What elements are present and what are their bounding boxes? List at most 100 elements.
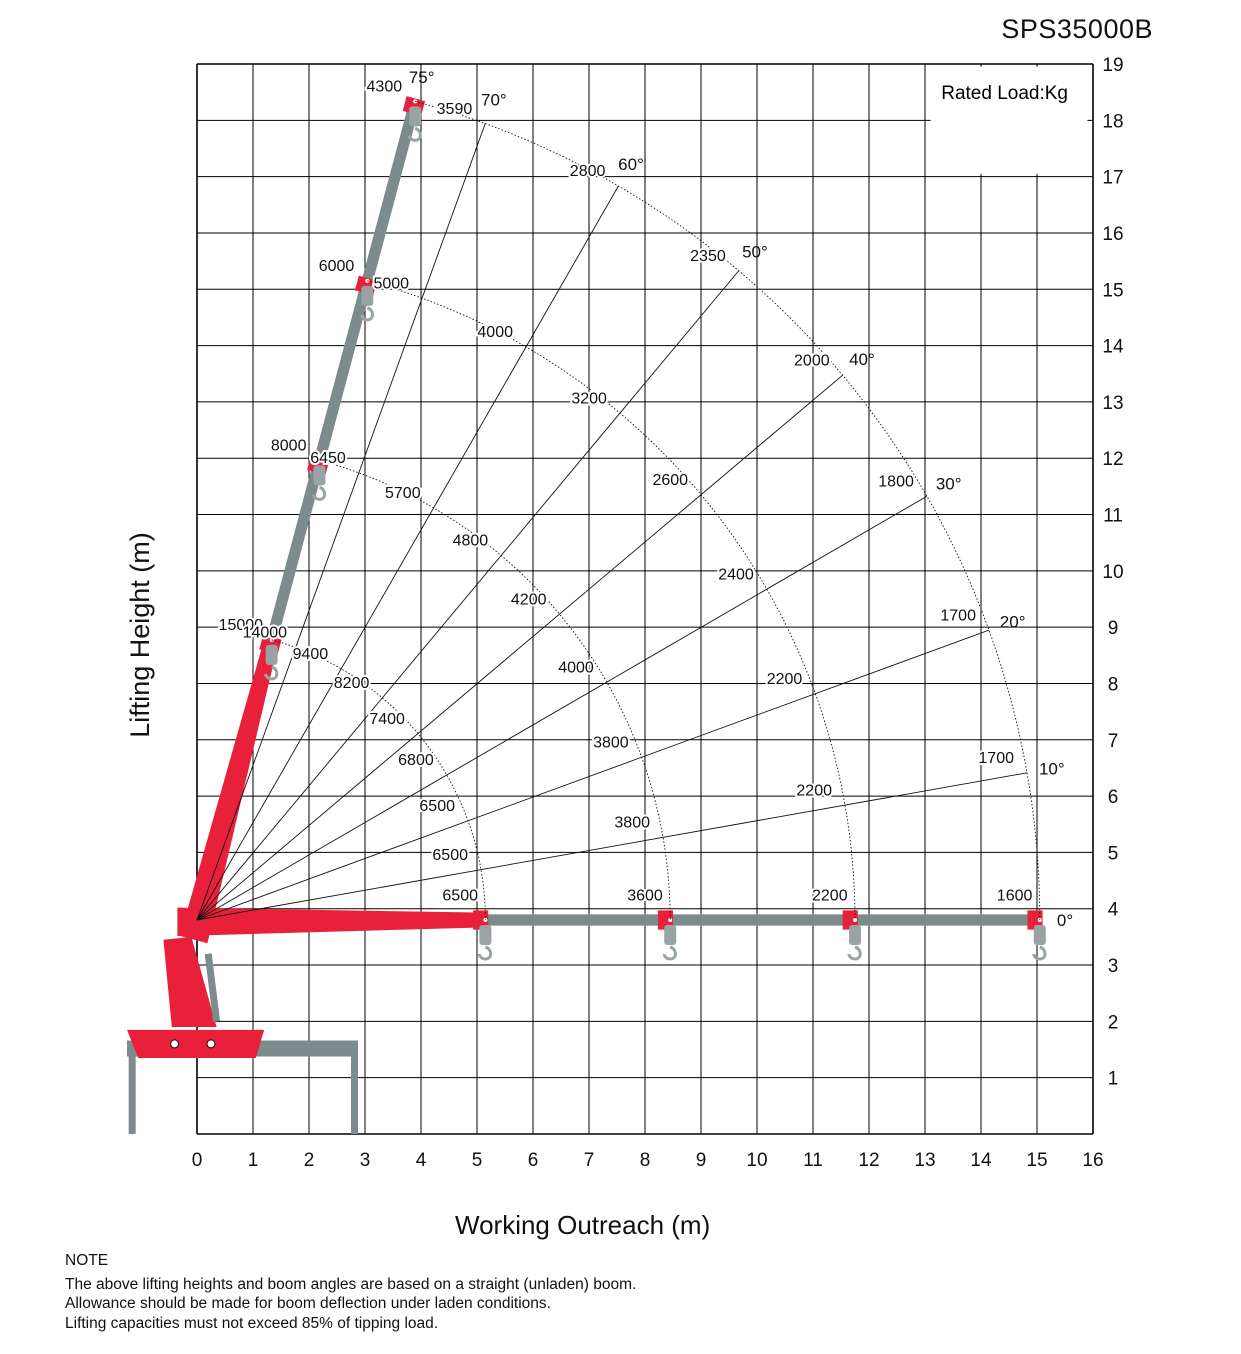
angle-label: 50°: [742, 242, 768, 261]
hook-icon: [407, 126, 422, 142]
x-tick-label: 1: [248, 1150, 259, 1171]
capacity-label: 2200: [767, 671, 803, 688]
x-tick-label: 15: [1026, 1150, 1047, 1171]
y-tick-label: 5: [1108, 843, 1119, 864]
y-tick-label: 15: [1102, 280, 1123, 301]
boom-head-3: [842, 910, 858, 930]
capacity-label: 6800: [398, 752, 434, 769]
capacity-label: 6500: [442, 888, 478, 905]
y-tick-label: 2: [1108, 1012, 1119, 1033]
boom-head-1: [473, 910, 489, 930]
y-tick-label: 4: [1108, 900, 1119, 921]
note-block: NOTE The above lifting heights and boom …: [65, 1251, 636, 1333]
y-axis-label: Lifting Height (m): [125, 532, 155, 738]
base-pin: [170, 1039, 180, 1049]
capacity-label: 2200: [796, 782, 832, 799]
y-tick-label: 14: [1102, 337, 1124, 358]
hook-icon: [477, 945, 493, 961]
capacity-label: 5000: [373, 275, 409, 292]
hook-block: [849, 925, 861, 945]
hook-icon: [264, 665, 279, 681]
x-tick-label: 4: [416, 1150, 427, 1171]
capacity-label: 3590: [437, 101, 473, 118]
hook-block: [409, 106, 422, 127]
y-tick-label: 9: [1108, 618, 1119, 639]
x-tick-label: 3: [360, 1150, 371, 1171]
capacity-label: 6000: [319, 258, 355, 275]
boom-radius-arc: [319, 459, 671, 921]
sheave-pin: [853, 918, 857, 922]
capacity-label: 15000: [219, 617, 264, 634]
hook-block: [664, 925, 677, 945]
capacity-label: 2800: [570, 163, 606, 180]
x-tick-label: 12: [858, 1150, 879, 1171]
angle-label: 40°: [849, 350, 875, 369]
note-line: The above lifting heights and boom angle…: [65, 1275, 637, 1293]
angle-label: 10°: [1039, 759, 1065, 778]
capacity-label: 3800: [593, 734, 629, 751]
angle-label: 75°: [409, 68, 435, 87]
base-pin: [206, 1039, 216, 1049]
x-tick-label: 13: [914, 1150, 935, 1171]
capacity-label: 4800: [453, 533, 489, 550]
boom-telescopic-section: [266, 99, 421, 642]
y-tick-label: 8: [1108, 674, 1119, 695]
capacity-label: 8000: [271, 438, 307, 455]
outrigger-left: [128, 1040, 136, 1134]
capacity-label: 14000: [243, 625, 288, 642]
capacity-label: 2600: [652, 472, 688, 489]
boom-telescopic-section: [485, 914, 1040, 926]
hook-block: [1033, 925, 1046, 945]
hook-block: [361, 285, 374, 306]
boom-radius-arc: [415, 100, 1041, 921]
boom-base-section: [177, 907, 486, 937]
boom-radius-arc: [367, 280, 856, 921]
angle-label: 70°: [481, 91, 507, 110]
capacity-label: 7400: [369, 711, 405, 728]
capacity-label: 2350: [690, 248, 726, 265]
angle-ray: [196, 629, 990, 921]
y-tick-label: 17: [1102, 168, 1123, 189]
angle-label: 20°: [1000, 612, 1026, 631]
capacity-label: 8200: [334, 675, 370, 692]
hook-block: [265, 644, 278, 665]
capacity-label: 4000: [477, 324, 513, 341]
chart-overlay: [196, 100, 1041, 921]
hook-icon: [1032, 945, 1047, 961]
y-tick-label: 3: [1108, 956, 1119, 977]
turret-base: [127, 1029, 265, 1058]
boom-head-2: [657, 910, 673, 930]
capacity-label: 1700: [940, 607, 976, 624]
y-tick-label: 6: [1108, 787, 1119, 808]
pedestal: [163, 936, 217, 1027]
capacity-label: 4200: [511, 591, 547, 608]
capacity-label: 1800: [878, 473, 914, 490]
y-tick-label: 19: [1102, 55, 1123, 76]
capacity-label: 6500: [419, 798, 455, 815]
lift-cylinder: [204, 953, 221, 1022]
hook-icon: [311, 485, 327, 501]
angle-label: 60°: [618, 155, 644, 174]
y-tick-label: 13: [1102, 393, 1123, 414]
angle-ray: [196, 772, 1028, 921]
capacity-label: 6450: [310, 450, 346, 467]
y-tick-label: 1: [1108, 1069, 1119, 1090]
x-tick-label: 5: [472, 1150, 483, 1171]
capacity-label: 5700: [385, 485, 421, 502]
chart-grid: [196, 63, 1094, 1135]
capacity-label: 4000: [558, 659, 594, 676]
y-tick-label: 10: [1102, 562, 1123, 583]
x-tick-label: 8: [640, 1150, 651, 1171]
x-tick-label: 16: [1082, 1150, 1103, 1171]
angle-ray: [196, 270, 740, 921]
x-tick-label: 6: [528, 1150, 539, 1171]
y-tick-label: 18: [1102, 111, 1123, 132]
x-tick-label: 14: [970, 1150, 992, 1171]
sheave-pin: [668, 918, 673, 922]
angle-ray: [196, 185, 619, 921]
capacity-label: 1700: [978, 750, 1014, 767]
angle-ray: [196, 374, 843, 921]
hook-icon: [662, 945, 677, 961]
angle-ray: [196, 123, 486, 921]
hook-icon: [359, 306, 375, 322]
